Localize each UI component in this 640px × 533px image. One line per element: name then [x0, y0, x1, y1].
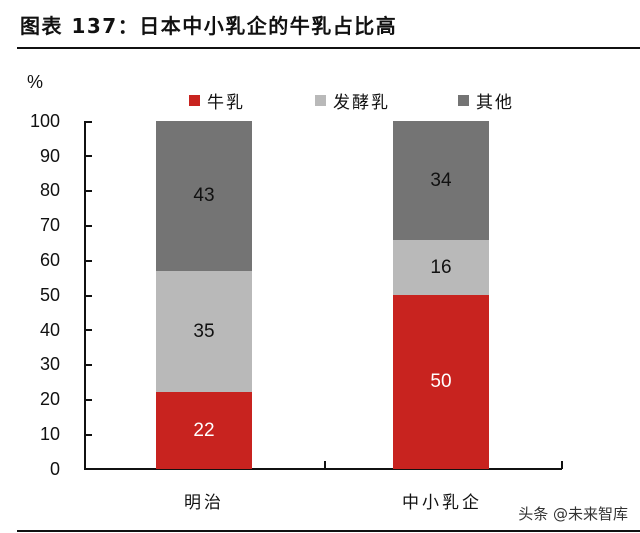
bar-segment-fermented: 35 [156, 271, 252, 392]
legend-label: 牛乳 [207, 92, 245, 113]
y-tick [84, 260, 92, 262]
y-tick-label: 70 [39, 215, 60, 235]
data-label: 43 [193, 185, 215, 206]
bar-segment-milk: 50 [393, 295, 489, 469]
y-axis-unit: % [27, 72, 44, 92]
y-tick [84, 155, 92, 157]
legend-item-other: 其他 [458, 89, 514, 113]
legend-item-milk: 牛乳 [189, 89, 245, 113]
y-tick-label: 60 [39, 250, 60, 270]
y-tick [84, 121, 92, 123]
x-tick [324, 461, 326, 469]
y-tick [84, 364, 92, 366]
y-tick [84, 190, 92, 192]
x-category-label: 中小乳企 [402, 493, 482, 513]
y-tick-label: 10 [39, 424, 60, 444]
y-tick-label: 20 [39, 389, 60, 409]
y-tick-label: 40 [39, 320, 60, 340]
legend-label: 其他 [476, 92, 514, 113]
y-tick-label: 0 [49, 459, 60, 479]
data-label: 22 [193, 419, 215, 441]
y-tick-label: 90 [39, 146, 60, 166]
data-label: 16 [430, 256, 452, 278]
fermented-swatch-icon [315, 94, 326, 106]
data-label: 34 [430, 169, 452, 191]
bar-segment-other: 43 [156, 121, 252, 271]
y-tick [84, 434, 92, 436]
y-tick-label: 100 [29, 111, 60, 131]
bar-segment-other: 34 [393, 121, 489, 240]
y-tick-label: 50 [39, 285, 60, 305]
y-tick [84, 329, 92, 331]
y-tick [84, 225, 92, 227]
x-axis-line [84, 468, 562, 470]
bar-small-dairy: 34 16 50 [393, 121, 489, 469]
watermark: 头条 @未来智库 [518, 505, 628, 523]
y-tick-label: 80 [39, 180, 60, 200]
legend-item-fermented: 发酵乳 [315, 89, 390, 113]
legend-label: 发酵乳 [333, 92, 390, 113]
x-tick [561, 461, 563, 469]
bottom-rule [17, 530, 640, 532]
bar-segment-milk: 22 [156, 392, 252, 469]
y-tick [84, 295, 92, 297]
y-tick [84, 399, 92, 401]
data-label: 50 [430, 371, 452, 392]
other-swatch-icon [458, 94, 469, 106]
title-rule [17, 47, 640, 49]
y-tick-label: 30 [39, 354, 60, 374]
milk-swatch-icon [189, 94, 200, 106]
x-category-label: 明治 [184, 493, 224, 513]
chart-title: 图表 137：日本中小乳企的牛乳占比高 [20, 14, 398, 38]
data-label: 35 [193, 320, 215, 342]
bar-segment-fermented: 16 [393, 240, 489, 295]
bar-meiji: 43 35 22 [156, 121, 252, 469]
